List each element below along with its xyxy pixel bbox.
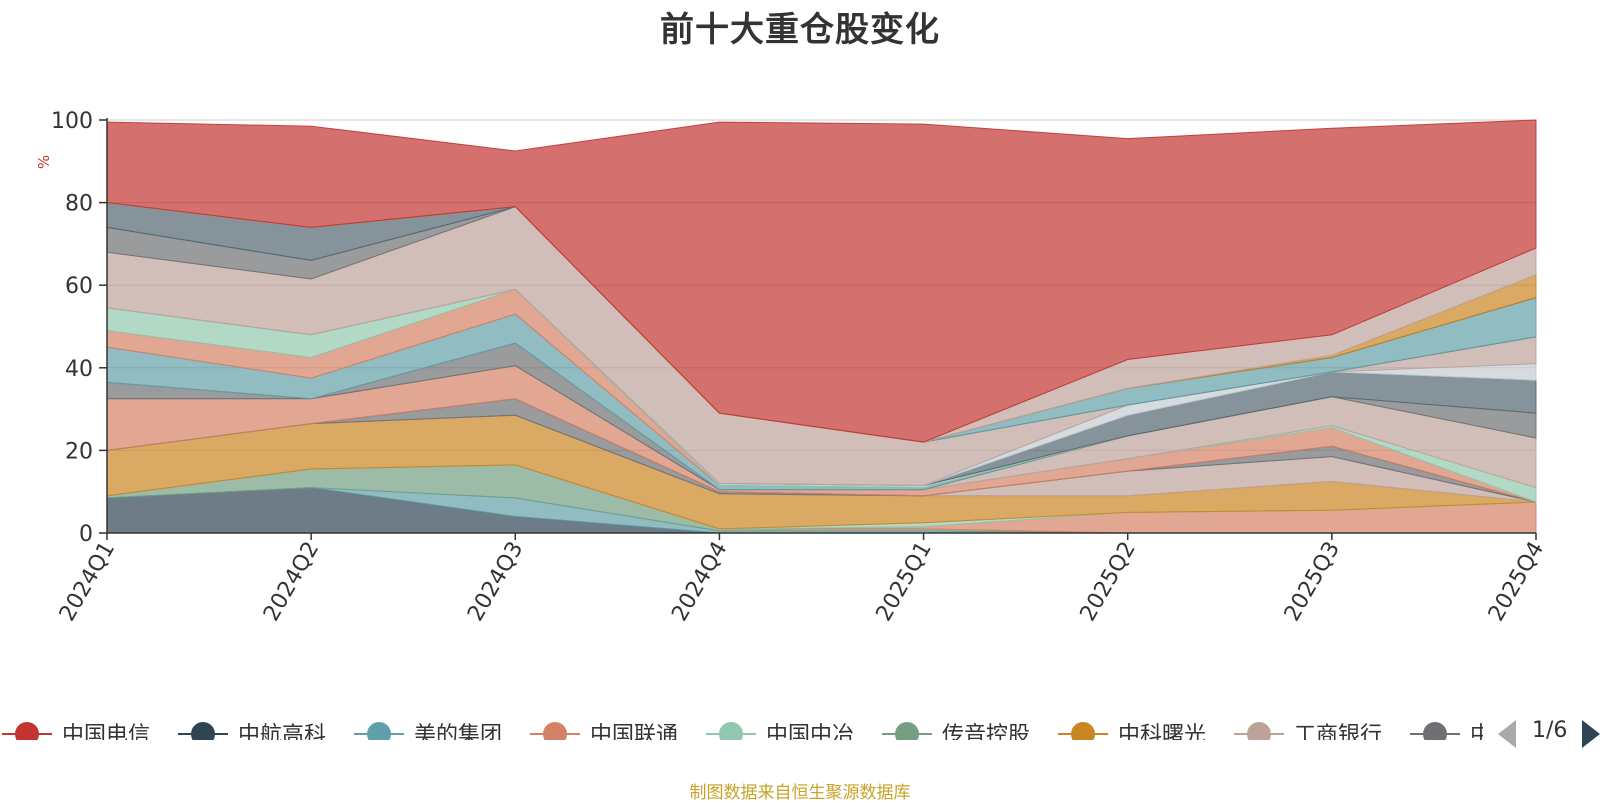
legend-label: 中科曙光 xyxy=(1118,723,1206,748)
legend-marker xyxy=(191,722,215,740)
legend-label: 中航高科 xyxy=(238,723,326,748)
legend-prev-icon[interactable] xyxy=(1498,720,1516,748)
legend-marker xyxy=(895,722,919,740)
x-tick-label: 2024Q4 xyxy=(667,538,732,626)
legend-item[interactable]: 中国中冶 xyxy=(706,722,854,748)
x-tick-label: 2025Q2 xyxy=(1076,538,1141,626)
legend-item[interactable]: 中航高科 xyxy=(178,722,326,748)
legend-marker xyxy=(1423,722,1447,740)
y-tick-label: 100 xyxy=(51,109,93,134)
x-tick-label: 2025Q1 xyxy=(871,538,936,626)
y-tick-label: 80 xyxy=(65,192,93,217)
legend-marker xyxy=(1071,722,1095,740)
legend-items: 中国电信 中航高科 美的集团 中国联通 中国中冶 传音控股 中科曙光 工商银行 中国中车 xyxy=(2,722,1558,748)
legend-item[interactable]: 中科曙光 xyxy=(1058,722,1206,748)
legend-page-indicator: 1/6 xyxy=(1532,718,1568,743)
y-axis-unit: % xyxy=(35,155,53,169)
legend-layer: 中国电信 中航高科 美的集团 中国联通 中国中冶 传音控股 中科曙光 工商银行 中国中车 xyxy=(2,722,1558,748)
legend-item[interactable]: 中国联通 xyxy=(530,722,678,748)
legend-item[interactable]: 工商银行 xyxy=(1234,722,1382,748)
legend-item[interactable]: 中国电信 xyxy=(2,722,150,748)
chart-title: 前十大重仓股变化 xyxy=(660,10,940,50)
data-source-note: 制图数据来自恒生聚源数据库 xyxy=(689,783,911,803)
x-tick-label: 2024Q2 xyxy=(259,538,324,626)
legend-item[interactable]: 传音控股 xyxy=(882,722,1030,748)
legend-label: 中国中车 xyxy=(1470,723,1558,748)
y-tick-label: 0 xyxy=(79,522,93,547)
x-tick-label: 2024Q1 xyxy=(55,538,120,626)
y-tick-label: 40 xyxy=(65,357,93,382)
legend-item[interactable]: 美的集团 xyxy=(354,722,502,748)
legend-marker xyxy=(1247,722,1271,740)
legend-label: 中国联通 xyxy=(590,723,678,748)
legend-label: 中国中冶 xyxy=(766,723,854,748)
x-tick-label: 2024Q3 xyxy=(463,538,528,626)
legend-item[interactable]: 中国中车 xyxy=(1410,722,1558,748)
legend-next-icon[interactable] xyxy=(1582,720,1600,748)
y-tick-label: 20 xyxy=(65,439,93,464)
legend-pager: 1/6 xyxy=(1498,718,1600,748)
legend-marker xyxy=(367,722,391,740)
legend-label: 中国电信 xyxy=(62,723,150,748)
y-tick-label: 60 xyxy=(65,274,93,299)
legend-marker xyxy=(15,722,39,740)
series-area xyxy=(106,119,1537,443)
legend-label: 美的集团 xyxy=(414,723,502,748)
legend-label: 传音控股 xyxy=(942,723,1030,748)
legend-marker xyxy=(543,722,567,740)
x-tick-label: 2025Q4 xyxy=(1484,538,1549,626)
area-layer xyxy=(106,119,1537,534)
x-tick-label: 2025Q3 xyxy=(1280,538,1345,626)
legend-marker xyxy=(719,722,743,740)
legend-label: 工商银行 xyxy=(1294,723,1382,748)
